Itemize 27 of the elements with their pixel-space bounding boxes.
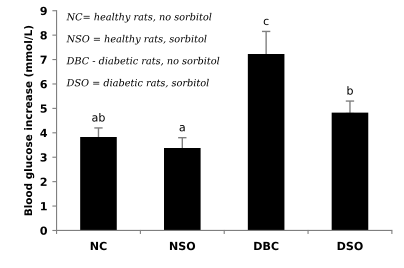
- bar: [164, 148, 201, 230]
- bar: [332, 112, 368, 230]
- y-tick-label: 1: [41, 202, 47, 210]
- annotation: DBC - diabetic rats, no sorbitol: [66, 56, 220, 66]
- annotation: NC= healthy rats, no sorbitol: [66, 12, 212, 22]
- annotation: DSO = diabetic rats, sorbitol: [66, 78, 209, 88]
- y-tick-label: 7: [40, 56, 47, 64]
- x-tick-label: DBC: [254, 242, 278, 250]
- annotation: b: [347, 86, 353, 95]
- y-tick-label: 9: [40, 6, 47, 16]
- y-tick-label: 0: [40, 226, 47, 235]
- bar: [80, 136, 117, 230]
- y-tick-label: 6: [40, 80, 47, 88]
- y-tick-label: 8: [40, 31, 47, 40]
- annotation: a: [180, 124, 185, 132]
- bar: [248, 54, 284, 230]
- y-axis-title: Blood glucose increase (mmol/L): [24, 26, 34, 216]
- y-tick-label: 5: [40, 104, 47, 113]
- x-tick-label: NSO: [170, 242, 196, 250]
- x-tick-label: DSO: [338, 242, 363, 250]
- annotation: c: [264, 18, 268, 26]
- annotation: ab: [92, 113, 105, 122]
- annotation: NSO = healthy rats, sorbitol: [66, 34, 207, 44]
- y-tick-label: 2: [40, 178, 47, 186]
- y-tick-label: 4: [40, 128, 48, 138]
- y-tick-label: 3: [40, 153, 47, 162]
- x-tick-label: NC: [90, 242, 106, 250]
